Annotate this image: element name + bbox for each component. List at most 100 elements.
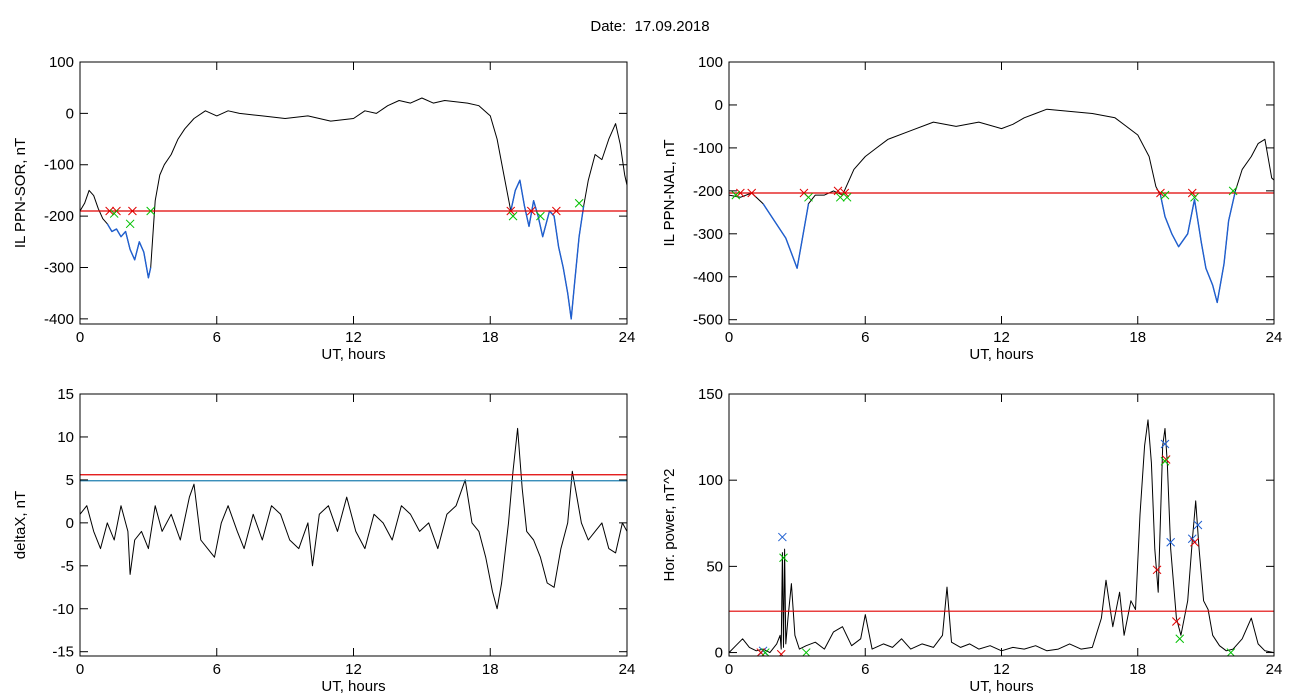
marker-x	[760, 648, 770, 656]
marker-x	[1156, 188, 1165, 198]
marker-x	[526, 206, 536, 216]
x-tick-label: 24	[619, 661, 636, 678]
y-tick-label: 0	[66, 515, 74, 532]
marker-x	[835, 192, 845, 202]
plot-area	[80, 97, 627, 320]
y-tick-label: 100	[698, 472, 723, 489]
y-tick-label: 15	[57, 386, 74, 403]
y-tick-label: -100	[693, 140, 723, 157]
x-tick-label: 6	[861, 661, 869, 678]
chart-title: Date: 17.09.2018	[590, 18, 710, 35]
plot-frame	[79, 393, 628, 657]
y-tick-label: 50	[706, 558, 723, 575]
marker-x	[128, 206, 137, 216]
marker-x	[146, 206, 156, 216]
marker-x	[506, 206, 516, 216]
y-tick-label: -400	[693, 269, 723, 286]
series-line-0	[729, 108, 1274, 303]
y-tick-label: -500	[693, 312, 723, 329]
x-tick-label: 18	[1129, 661, 1146, 678]
series-line-1	[762, 203, 810, 269]
chart-panel-power: 0 6 12 18 24 150 100 50 0 UT, hours Hor. power, nT…	[661, 386, 1282, 695]
y-tick-label: -200	[44, 208, 74, 225]
marker-x	[551, 206, 561, 216]
plot-area	[729, 419, 1274, 656]
y-tick-label: -400	[44, 311, 74, 328]
y-tick-label: -100	[44, 157, 74, 174]
marker-x	[747, 188, 757, 198]
x-tick-label: 18	[482, 661, 499, 678]
plot-frame	[79, 61, 628, 325]
x-tick-label: 6	[213, 329, 221, 346]
chart-panel-nal: 0 6 12 18 24 100 0 -100 -200 -300 -400 -500 UT, hour…	[661, 54, 1282, 363]
series-line-2	[510, 179, 585, 320]
marker-x	[1190, 192, 1199, 202]
marker-x	[801, 648, 811, 656]
x-tick-label: 18	[1129, 329, 1146, 346]
y-tick-label: 5	[66, 472, 74, 489]
marker-x	[779, 553, 788, 563]
x-tick-label: 0	[725, 329, 733, 346]
plot-frame	[728, 393, 1275, 657]
marker-x	[1166, 537, 1176, 547]
x-tick-label: 12	[993, 329, 1010, 346]
x-tick-label: 12	[345, 329, 362, 346]
y-axis-label: deltaX, nT	[12, 491, 29, 559]
y-tick-label: -10	[52, 601, 74, 618]
marker-x	[778, 532, 787, 542]
x-tick-label: 24	[619, 329, 636, 346]
y-tick-label: -15	[52, 644, 74, 661]
plot-area	[729, 108, 1274, 304]
marker-x	[536, 211, 545, 221]
chart-panel-sor: 0 6 12 18 24 100 0 -100 -200 -300 -400 UT, hours IL …	[12, 54, 635, 363]
y-tick-label: -5	[61, 558, 74, 575]
plot-area	[80, 427, 627, 610]
marker-x	[1175, 634, 1185, 644]
marker-x	[1187, 188, 1197, 198]
marker-x	[1193, 520, 1203, 530]
x-tick-label: 12	[993, 661, 1010, 678]
y-axis-label: IL PPN-SOR, nT	[12, 138, 29, 248]
marker-x	[804, 192, 813, 202]
y-tick-label: 100	[698, 54, 723, 71]
x-tick-label: 0	[725, 661, 733, 678]
x-tick-label: 24	[1266, 661, 1283, 678]
y-axis-label: IL PPN-NAL, nT	[661, 140, 678, 247]
x-axis-label: UT, hours	[321, 346, 385, 363]
x-tick-label: 24	[1266, 329, 1283, 346]
marker-x	[508, 211, 518, 221]
series-line-0	[729, 419, 1274, 654]
marker-x	[105, 206, 114, 216]
x-tick-label: 12	[345, 661, 362, 678]
x-tick-label: 6	[861, 329, 869, 346]
y-tick-label: -200	[693, 183, 723, 200]
x-tick-label: 18	[482, 329, 499, 346]
y-tick-label: -300	[693, 226, 723, 243]
marker-x	[842, 192, 852, 202]
y-axis-label: Hor. power, nT^2	[661, 469, 678, 582]
marker-x	[1228, 186, 1238, 196]
marker-x	[1152, 565, 1162, 575]
marker-x	[1226, 648, 1236, 656]
y-tick-label: -300	[44, 259, 74, 276]
y-tick-label: 150	[698, 386, 723, 403]
marker-x	[1160, 190, 1170, 200]
series-line-1	[106, 223, 152, 279]
series-line-0	[80, 97, 627, 320]
chart-panel-deltax: 0 6 12 18 24 15 10 5 0 -5 -10 -15 UT, hours deltaX, n…	[12, 386, 635, 695]
marker-x	[776, 649, 786, 656]
marker-x	[1190, 537, 1199, 547]
y-tick-label: 0	[715, 645, 723, 662]
marker-x	[1172, 617, 1181, 626]
marker-x	[736, 188, 745, 198]
x-axis-label: UT, hours	[321, 678, 385, 695]
marker-x	[109, 209, 119, 218]
marker-x	[125, 219, 135, 229]
y-tick-label: 10	[57, 429, 74, 446]
plot-frame	[728, 61, 1275, 325]
y-tick-label: 100	[49, 54, 74, 71]
x-tick-label: 0	[76, 661, 84, 678]
x-tick-label: 6	[213, 661, 221, 678]
marker-x	[756, 648, 766, 656]
